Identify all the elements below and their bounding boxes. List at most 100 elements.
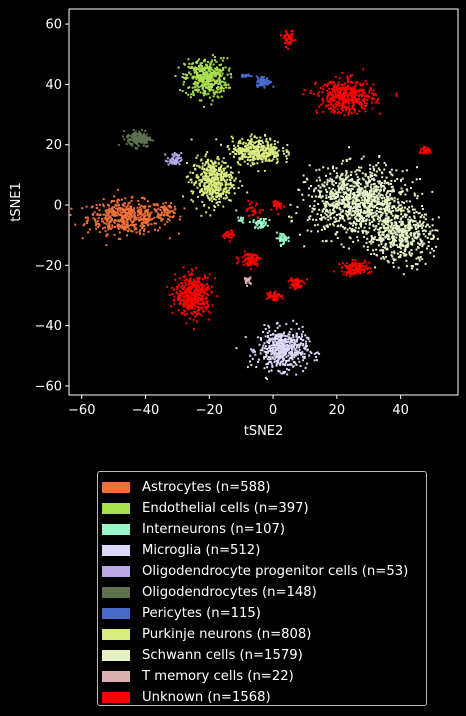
data-point	[193, 292, 196, 295]
data-point	[363, 217, 365, 219]
data-point	[341, 188, 344, 191]
data-point	[237, 216, 240, 219]
data-point	[313, 200, 316, 203]
data-point	[326, 85, 329, 88]
data-point	[143, 229, 145, 232]
data-point	[405, 200, 408, 203]
data-point	[399, 247, 402, 250]
data-point	[204, 297, 207, 300]
data-point	[391, 198, 394, 201]
data-point	[258, 153, 261, 156]
data-point	[123, 225, 126, 228]
data-point	[216, 80, 219, 83]
data-point	[205, 80, 208, 83]
data-point	[391, 228, 394, 231]
data-point	[431, 218, 434, 221]
data-point	[115, 204, 118, 207]
data-point	[295, 363, 298, 366]
data-point	[347, 79, 349, 81]
data-point	[202, 170, 205, 173]
data-point	[385, 164, 387, 167]
data-point	[379, 249, 382, 252]
data-point	[206, 160, 209, 163]
data-point	[335, 167, 338, 170]
data-point	[115, 214, 118, 217]
data-point	[196, 195, 199, 198]
data-point	[340, 89, 343, 92]
data-point	[368, 223, 371, 226]
data-point	[421, 258, 424, 261]
data-point	[384, 187, 387, 190]
data-point	[351, 178, 354, 181]
data-point	[239, 152, 242, 155]
data-point	[401, 244, 404, 246]
data-point	[332, 209, 335, 211]
data-point	[210, 84, 213, 87]
data-point	[410, 254, 413, 257]
data-point	[131, 195, 134, 198]
data-point	[102, 203, 105, 206]
data-point	[273, 352, 276, 355]
data-point	[292, 365, 295, 368]
data-point	[133, 224, 136, 226]
data-point	[324, 202, 327, 205]
data-point	[386, 217, 389, 220]
data-point	[179, 301, 182, 304]
data-point	[354, 226, 357, 229]
data-point	[233, 192, 236, 195]
data-point	[417, 233, 420, 236]
data-point	[294, 340, 297, 343]
data-point	[140, 212, 143, 215]
data-point	[361, 201, 364, 204]
data-point	[408, 251, 411, 254]
data-point	[342, 225, 345, 228]
data-point	[182, 275, 185, 278]
data-point	[335, 172, 338, 175]
data-point	[199, 299, 202, 301]
data-point	[204, 155, 207, 158]
data-point	[123, 211, 126, 214]
data-point	[215, 71, 217, 74]
data-point	[259, 149, 262, 152]
data-point	[220, 84, 223, 87]
data-point	[341, 199, 344, 201]
data-point	[266, 224, 269, 227]
data-point	[436, 229, 439, 232]
data-point	[370, 201, 373, 204]
data-point	[342, 181, 345, 184]
data-point	[405, 213, 408, 216]
data-point	[286, 335, 289, 338]
data-point	[177, 66, 180, 69]
data-point	[126, 140, 129, 143]
data-point	[380, 193, 382, 196]
data-point	[283, 235, 286, 238]
data-point	[175, 158, 178, 161]
data-point	[315, 109, 318, 112]
data-point	[322, 185, 325, 187]
data-point	[205, 211, 208, 214]
data-point	[266, 357, 269, 360]
data-point	[354, 182, 357, 185]
data-point	[371, 178, 373, 181]
data-point	[319, 87, 322, 89]
data-point	[356, 206, 358, 209]
data-point	[295, 322, 298, 325]
data-point	[411, 252, 414, 255]
data-point	[361, 230, 364, 233]
data-point	[117, 227, 120, 230]
data-point	[184, 291, 187, 294]
data-point	[196, 154, 199, 157]
data-point	[384, 244, 387, 247]
data-point	[173, 205, 176, 208]
data-point	[206, 194, 209, 197]
data-point	[190, 301, 193, 303]
data-point	[348, 146, 350, 149]
data-point	[128, 228, 131, 231]
data-point	[264, 345, 267, 348]
data-point	[262, 149, 265, 152]
data-point	[279, 240, 281, 242]
data-point	[220, 164, 223, 167]
data-point	[390, 197, 393, 200]
data-point	[250, 75, 253, 78]
data-point	[378, 203, 381, 206]
